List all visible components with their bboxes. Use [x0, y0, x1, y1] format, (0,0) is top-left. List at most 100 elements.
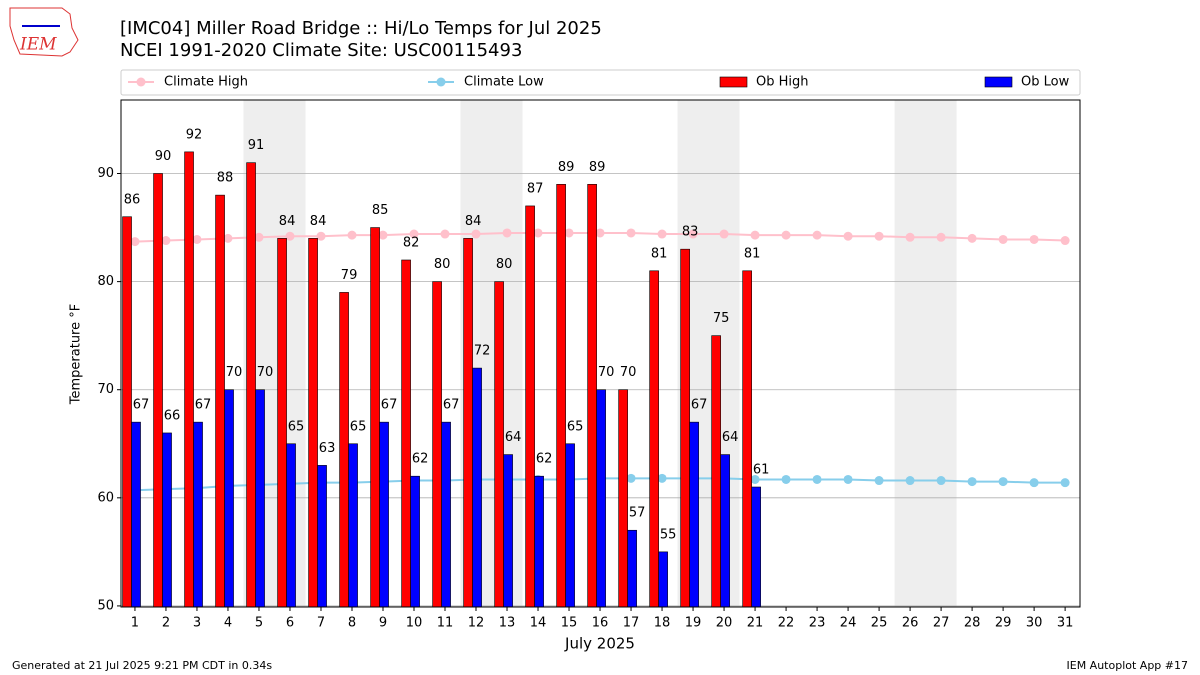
- marker: [905, 232, 915, 242]
- legend-swatch: [719, 76, 748, 88]
- marker: [998, 477, 1008, 487]
- marker: [378, 230, 388, 240]
- bar: [370, 227, 380, 608]
- x-tick-label: 27: [933, 616, 950, 631]
- x-tick-label: 4: [224, 616, 232, 631]
- marker: [285, 231, 295, 241]
- y-tick-label: 70: [97, 382, 114, 397]
- bar: [277, 238, 287, 608]
- data-label: 89: [558, 160, 575, 175]
- x-tick-label: 13: [499, 616, 516, 631]
- data-label: 88: [217, 171, 234, 186]
- marker: [936, 232, 946, 242]
- marker: [1060, 236, 1070, 246]
- legend-label: Ob Low: [1021, 75, 1070, 90]
- data-label: 70: [620, 365, 637, 380]
- marker: [316, 231, 326, 241]
- bar: [401, 259, 411, 608]
- x-tick-label: 5: [255, 616, 263, 631]
- data-label: 57: [629, 506, 646, 521]
- bar: [246, 162, 256, 608]
- bar: [339, 292, 349, 608]
- marker: [223, 233, 233, 243]
- x-tick-label: 8: [348, 616, 356, 631]
- bar: [742, 270, 752, 608]
- x-axis-label: July 2025: [564, 635, 635, 653]
- x-tick-label: 19: [685, 616, 702, 631]
- marker: [936, 476, 946, 486]
- x-tick-label: 18: [654, 616, 671, 631]
- plot-frame: [120, 99, 1081, 608]
- marker: [812, 230, 822, 240]
- x-tick-label: 21: [747, 616, 764, 631]
- chart-subtitle: NCEI 1991-2020 Climate Site: USC00115493: [120, 40, 522, 61]
- bar: [286, 443, 296, 608]
- marker: [998, 234, 1008, 244]
- marker: [719, 229, 729, 239]
- bar: [131, 421, 141, 608]
- bar: [215, 194, 225, 608]
- legend-label: Climate Low: [464, 75, 544, 90]
- bar: [162, 432, 172, 608]
- data-label: 70: [257, 365, 274, 380]
- data-label: 67: [133, 398, 150, 413]
- bar: [680, 248, 690, 608]
- bar: [153, 173, 163, 608]
- x-tick-label: 10: [406, 616, 423, 631]
- x-tick-label: 11: [437, 616, 454, 631]
- data-label: 55: [660, 527, 677, 542]
- data-label: 64: [505, 430, 522, 445]
- bar: [122, 216, 132, 608]
- data-label: 65: [350, 419, 367, 434]
- marker: [750, 474, 760, 484]
- data-label: 83: [682, 225, 699, 240]
- marker: [781, 230, 791, 240]
- bar: [720, 454, 730, 608]
- data-label: 70: [226, 365, 243, 380]
- bar: [441, 421, 451, 608]
- marker: [657, 473, 667, 483]
- data-label: 89: [589, 160, 606, 175]
- bar: [255, 389, 265, 608]
- data-label: 91: [248, 138, 265, 153]
- x-tick-label: 20: [716, 616, 733, 631]
- bar: [410, 475, 420, 608]
- bar: [472, 367, 482, 608]
- marker: [254, 232, 264, 242]
- bar: [348, 443, 358, 608]
- y-tick-label: 50: [97, 598, 114, 613]
- bar: [224, 389, 234, 608]
- data-label: 75: [713, 311, 730, 326]
- data-label: 84: [310, 214, 327, 229]
- bar: [432, 281, 442, 608]
- y-axis-label: Temperature °F: [69, 304, 84, 405]
- data-label: 80: [496, 257, 513, 272]
- y-tick-label: 60: [97, 490, 114, 505]
- marker: [657, 229, 667, 239]
- data-label: 86: [124, 192, 141, 207]
- x-tick-label: 28: [964, 616, 981, 631]
- bar: [596, 389, 606, 608]
- bar: [193, 421, 203, 608]
- marker: [1029, 478, 1039, 488]
- marker: [626, 228, 636, 238]
- marker: [1029, 234, 1039, 244]
- logo: IEM: [9, 7, 79, 57]
- data-label: 65: [288, 419, 305, 434]
- marker: [626, 473, 636, 483]
- marker: [564, 228, 574, 238]
- x-tick-label: 17: [623, 616, 640, 631]
- footer-right: IEM Autoplot App #17: [1067, 659, 1189, 672]
- x-tick-label: 12: [468, 616, 485, 631]
- legend-swatch: [984, 76, 1013, 88]
- bar: [556, 184, 566, 608]
- marker: [347, 230, 357, 240]
- bar: [658, 551, 668, 608]
- x-tick-label: 23: [809, 616, 826, 631]
- data-label: 90: [155, 149, 172, 164]
- x-tick-label: 30: [1026, 616, 1043, 631]
- data-label: 72: [474, 344, 491, 359]
- data-label: 85: [372, 203, 389, 218]
- data-label: 62: [536, 452, 553, 467]
- bar: [565, 443, 575, 608]
